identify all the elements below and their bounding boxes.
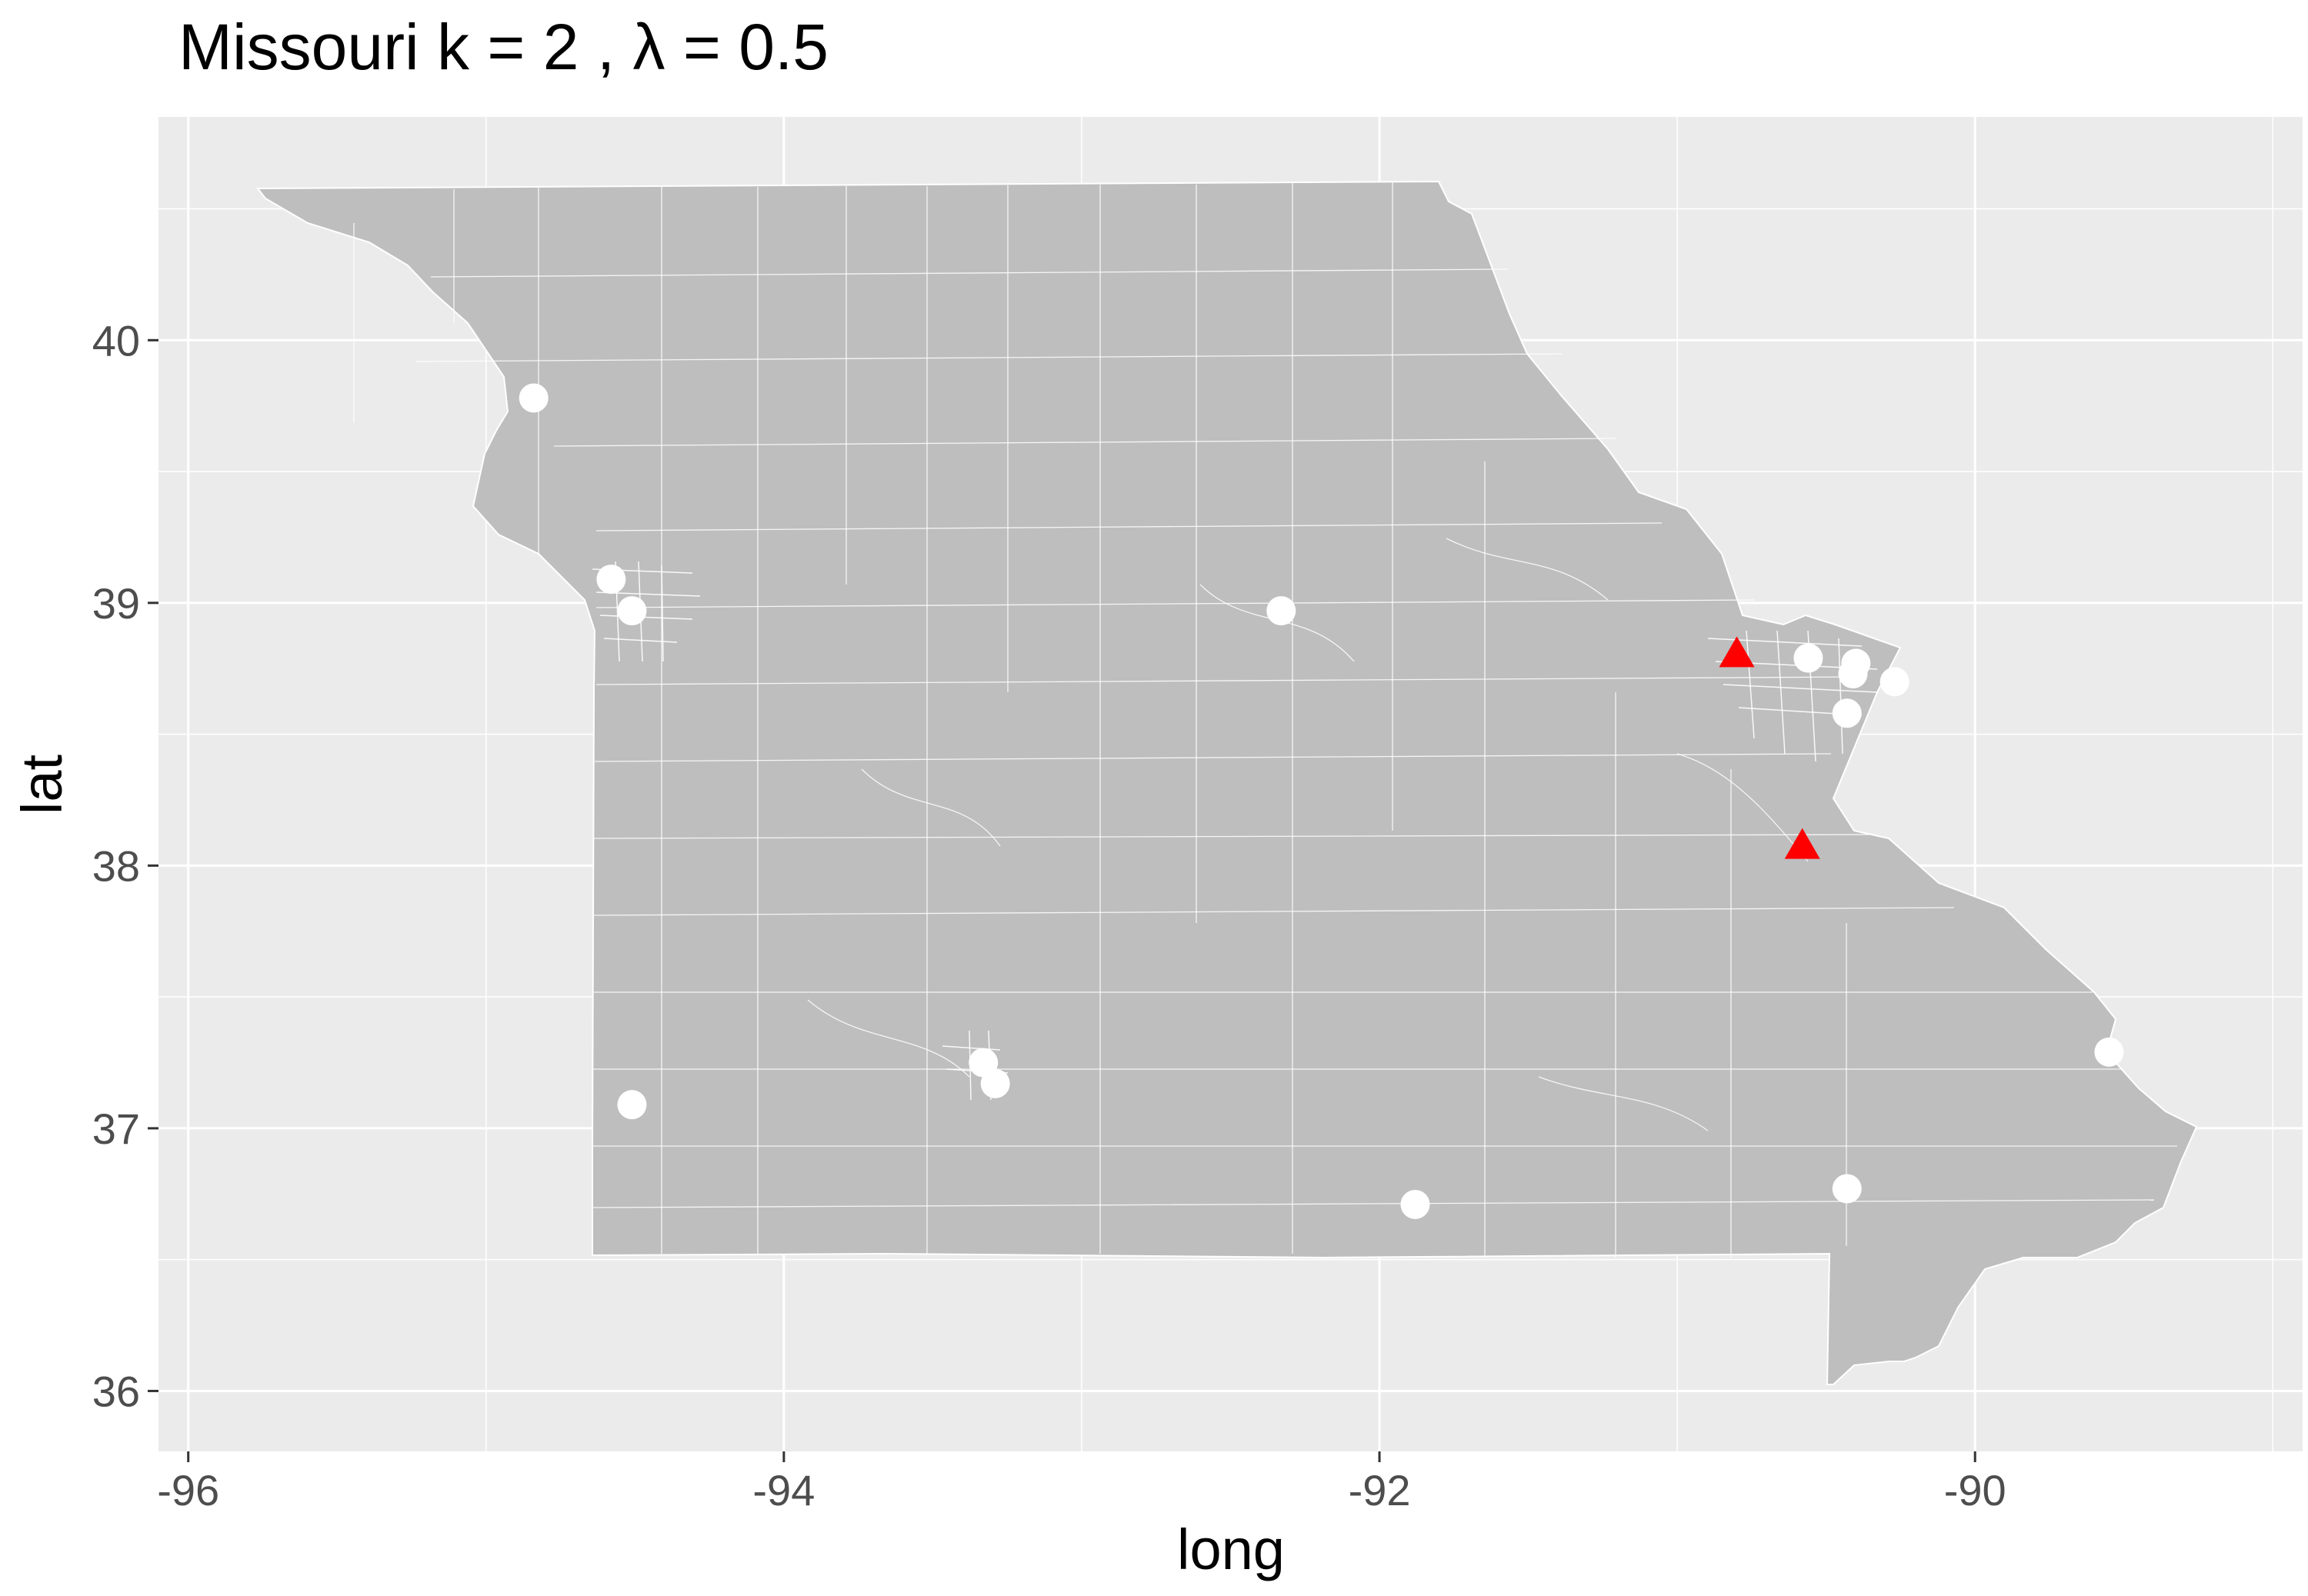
county-boundaries (353, 182, 2177, 1258)
circle-point (1793, 643, 1823, 673)
circle-point (1266, 596, 1296, 626)
missouri-state-shape (255, 180, 2198, 1385)
x-tick-labels: -96 -94 -92 -90 (157, 1466, 2006, 1514)
triangle-point (1719, 636, 1755, 668)
y-tick-label: 40 (92, 316, 140, 365)
x-tick-label: -94 (752, 1466, 815, 1514)
y-tick-label: 36 (92, 1367, 140, 1415)
x-tick-label: -92 (1349, 1466, 1411, 1514)
circle-point (1879, 667, 1909, 697)
y-axis-title: lat (10, 754, 74, 815)
x-tick-label: -90 (1944, 1466, 2006, 1514)
y-tick-label: 39 (92, 579, 140, 628)
triangle-point (1784, 828, 1820, 859)
circle-point (1832, 698, 1862, 728)
x-tick-label: -96 (157, 1466, 219, 1514)
data-points (519, 383, 2124, 1219)
circle-point (1838, 659, 1868, 689)
y-tick-label: 38 (92, 841, 140, 890)
x-axis-title: long (1177, 1518, 1285, 1581)
circle-point (1832, 1174, 1862, 1204)
axis-ticks (148, 338, 1976, 1462)
circle-point (1400, 1189, 1430, 1219)
chart-title: Missouri k = 2 , λ = 0.5 (178, 11, 829, 83)
y-tick-labels: 36 37 38 39 40 (92, 316, 140, 1415)
circle-point (519, 383, 549, 413)
circle-point (617, 596, 647, 626)
circle-point (617, 1090, 647, 1120)
circle-point (2094, 1037, 2124, 1067)
y-tick-label: 37 (92, 1105, 140, 1153)
circle-point (596, 565, 626, 595)
circle-point (980, 1068, 1010, 1098)
